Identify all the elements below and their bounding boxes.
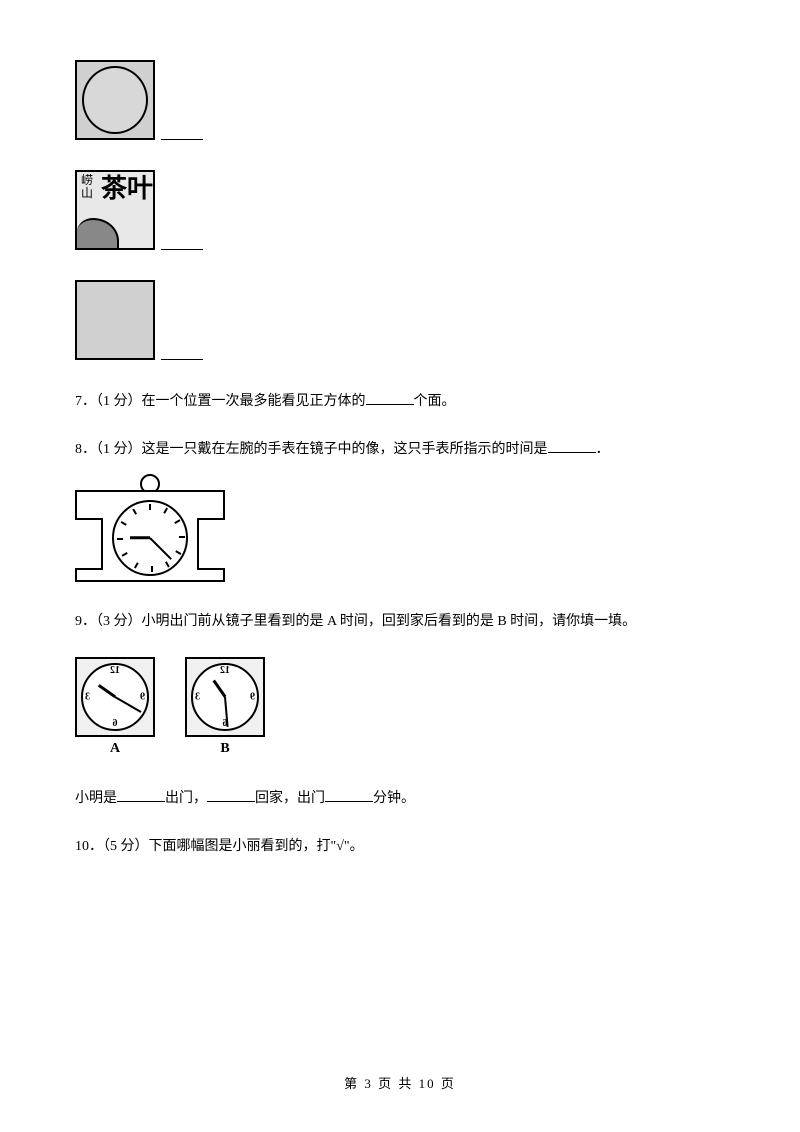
q9-blank-1[interactable] — [117, 787, 165, 802]
plain-square-shape — [75, 280, 155, 360]
tea-side-label: 崂 山 — [81, 174, 93, 200]
clock-b: 12963 — [185, 657, 265, 737]
q8-text-prefix: 8．（1 分）这是一只戴在左腕的手表在镜子中的像，这只手表所指示的时间是 — [75, 442, 548, 457]
minute-hand-a — [115, 697, 142, 714]
q7-text-suffix: 个面。 — [414, 394, 456, 409]
clock-face — [112, 500, 188, 576]
q9-blank-3[interactable] — [325, 787, 373, 802]
clock-notch-right — [197, 518, 225, 570]
clock-b-face: 12963 — [191, 663, 259, 731]
hour-hand-a — [98, 685, 116, 699]
clock-a-label: A — [75, 741, 155, 757]
q9-clocks: 12963 A 12963 B — [75, 657, 725, 757]
question-7: 7．（1 分）在一个位置一次最多能看见正方体的 个面。 — [75, 390, 725, 414]
q10-text: 10．（5 分）下面哪幅图是小丽看到的，打"√"。 — [75, 839, 364, 854]
q9-l2-d: 分钟。 — [373, 791, 415, 806]
circle-shape — [82, 66, 148, 134]
q9-l2-a: 小明是 — [75, 791, 117, 806]
question-10: 10．（5 分）下面哪幅图是小丽看到的，打"√"。 — [75, 835, 725, 859]
answer-blank-fig2[interactable] — [161, 235, 203, 250]
mountain-icon — [77, 218, 119, 248]
answer-blank-fig3[interactable] — [161, 345, 203, 360]
clock-case — [75, 490, 225, 582]
question-8: 8．（1 分）这是一只戴在左腕的手表在镜子中的像，这只手表所指示的时间是 ． — [75, 438, 725, 462]
tea-main-label: 茶叶 — [101, 176, 153, 202]
figure-circle-square — [75, 60, 725, 140]
q9-l2-b: 出门， — [165, 791, 207, 806]
answer-blank-fig1[interactable] — [161, 125, 203, 140]
q9-l2-c: 回家，出门 — [255, 791, 325, 806]
clock-figure-q8 — [75, 486, 725, 586]
page-footer: 第 3 页 共 10 页 — [0, 1073, 800, 1092]
q9-blank-2[interactable] — [207, 787, 255, 802]
hour-hand — [130, 536, 150, 539]
figure-tea-box: 崂 山 茶叶 — [75, 170, 725, 250]
q9-text: 9．（3 分）小明出门前从镜子里看到的是 A 时间，回到家后看到的是 B 时间，… — [75, 614, 636, 629]
page-content: 崂 山 茶叶 7．（1 分）在一个位置一次最多能看见正方体的 个面。 8．（1 分… — [0, 0, 800, 859]
q9-fill-line: 小明是 出门， 回家，出门 分钟。 — [75, 787, 725, 811]
clock-a: 12963 — [75, 657, 155, 737]
q7-blank[interactable] — [366, 390, 414, 405]
hour-hand-b — [213, 680, 227, 698]
q8-blank[interactable] — [548, 438, 596, 453]
tea-box-shape: 崂 山 茶叶 — [75, 170, 155, 250]
clock-a-face: 12963 — [81, 663, 149, 731]
figure-plain-square — [75, 280, 725, 360]
clock-b-wrap: 12963 B — [185, 657, 265, 757]
square-frame — [75, 60, 155, 140]
question-9: 9．（3 分）小明出门前从镜子里看到的是 A 时间，回到家后看到的是 B 时间，… — [75, 610, 725, 634]
clock-b-label: B — [185, 741, 265, 757]
q7-text-prefix: 7．（1 分）在一个位置一次最多能看见正方体的 — [75, 394, 366, 409]
clock-notch-left — [75, 518, 103, 570]
q8-text-suffix: ． — [596, 442, 610, 457]
minute-hand — [149, 537, 172, 560]
clock-a-wrap: 12963 A — [75, 657, 155, 757]
